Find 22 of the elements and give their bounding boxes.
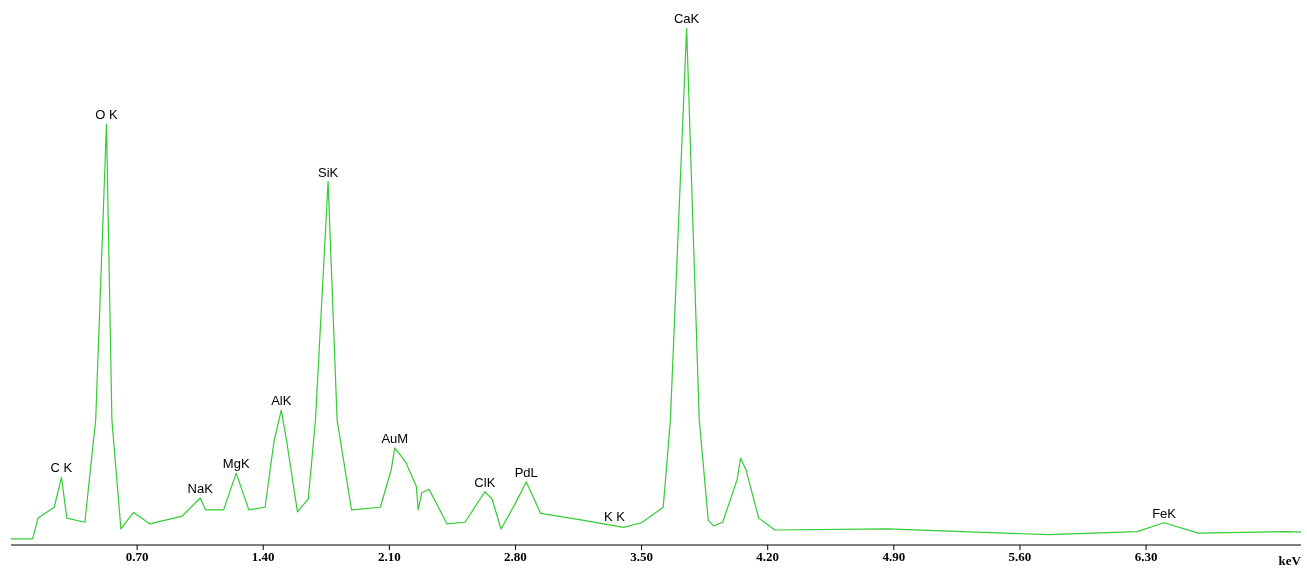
- x-axis-title: keV: [1278, 553, 1302, 568]
- annotation: AuM: [381, 430, 409, 446]
- annotation: ClK: [474, 474, 496, 490]
- x-tick-label: 4.90: [882, 549, 906, 565]
- annotation: C K: [50, 460, 73, 476]
- x-tick-label: 1.40: [251, 549, 275, 565]
- annotation: NaK: [187, 480, 214, 496]
- x-tick-label: 6.30: [1134, 549, 1158, 565]
- x-tick-label: 2.80: [504, 549, 527, 565]
- x-tick-label: 4.20: [756, 549, 780, 565]
- x-tick-label: 5.60: [1008, 549, 1032, 565]
- annotation: SiK: [317, 164, 339, 180]
- annotation: AlK: [271, 393, 292, 409]
- annotation: CaK: [673, 11, 700, 26]
- annotation: MgK: [222, 456, 250, 472]
- annotation: FeK: [1152, 505, 1177, 521]
- annotation: O K: [95, 107, 119, 123]
- x-tick-label: 0.70: [125, 549, 149, 565]
- x-tick-label: 3.50: [630, 549, 653, 565]
- annotation: K K: [604, 509, 626, 525]
- annotation: PdL: [514, 464, 538, 480]
- x-tick-label: 2.10: [377, 549, 401, 565]
